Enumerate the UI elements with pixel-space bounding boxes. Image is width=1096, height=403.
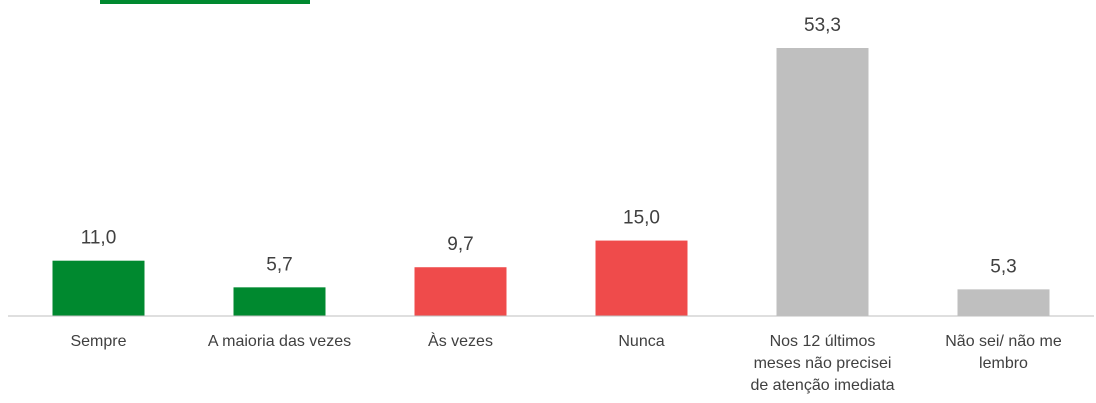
- x-tick-label: Nos 12 últimos meses não precisei de atenç…: [750, 333, 894, 394]
- value-label: 53,3: [804, 15, 841, 36]
- x-tick-label: Não sei/ não me lembro: [945, 333, 1062, 372]
- x-tick-label: Às vezes: [428, 331, 493, 350]
- bar: [233, 287, 326, 316]
- bar: [957, 289, 1050, 316]
- value-label: 9,7: [447, 234, 473, 255]
- x-tick-label: Nunca: [618, 333, 664, 350]
- x-tick-label: A maioria das vezes: [208, 333, 351, 350]
- value-label: 15,0: [623, 208, 660, 229]
- bar: [776, 48, 869, 316]
- value-label: 5,3: [990, 256, 1016, 277]
- bar: [414, 267, 507, 316]
- value-label: 5,7: [266, 254, 292, 275]
- header-accent: [100, 0, 310, 4]
- bar: [595, 240, 688, 316]
- value-label: 11,0: [81, 228, 117, 249]
- bar: [52, 260, 145, 316]
- x-tick-label: Sempre: [70, 333, 126, 350]
